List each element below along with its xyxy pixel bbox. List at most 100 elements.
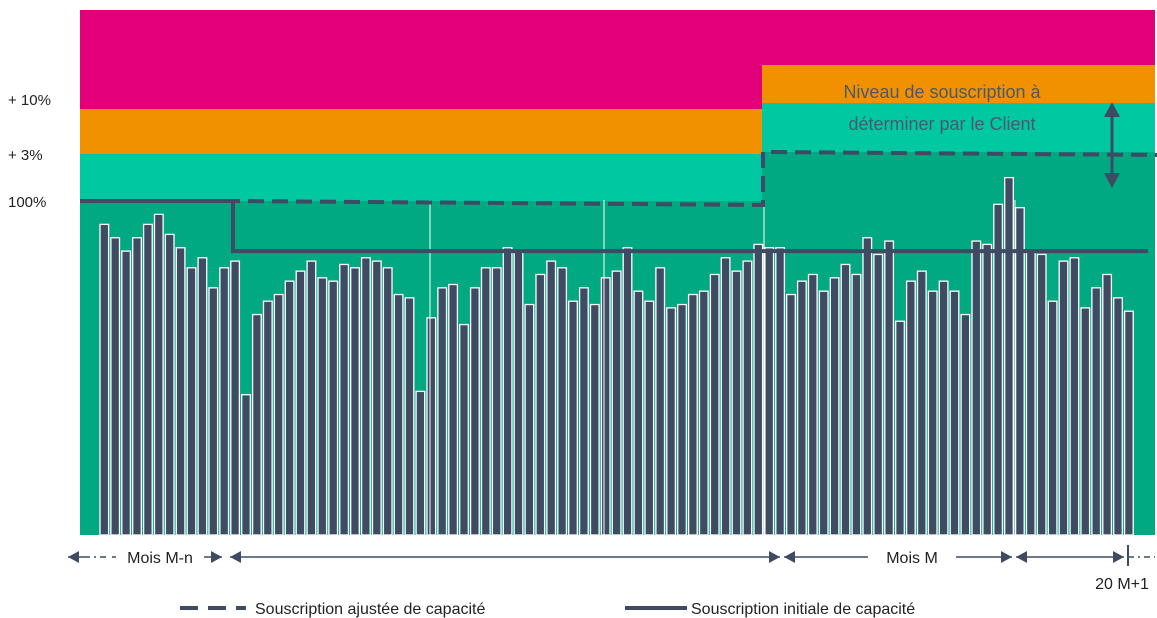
bar [622, 247, 633, 536]
bar [884, 240, 895, 536]
bar [1058, 260, 1069, 536]
arrowhead-left [784, 551, 795, 563]
bar [393, 293, 404, 536]
bar [437, 287, 448, 536]
bar [993, 203, 1004, 536]
subscription-lines [80, 149, 1157, 254]
bar [251, 313, 262, 536]
annotation-line-2: déterminer par le Client [848, 114, 1035, 134]
y-tick-label: 100% [8, 194, 46, 211]
bar [535, 273, 546, 536]
bar [284, 280, 295, 536]
bar [241, 394, 251, 536]
bar [1069, 257, 1080, 536]
bar [339, 263, 350, 536]
zone-plus-3pct [80, 154, 762, 201]
arrowhead-right [769, 551, 780, 563]
legend: Souscription ajustée de capacité Souscrip… [180, 601, 915, 618]
bar [677, 303, 687, 536]
period-label: Mois M [886, 550, 938, 567]
bar [469, 287, 480, 536]
bar [121, 250, 132, 536]
bar [273, 293, 284, 536]
bar [513, 250, 524, 536]
bar [1102, 273, 1113, 536]
bar [1036, 253, 1047, 536]
legend-label-adjusted: Souscription ajustée de capacité [255, 601, 485, 618]
bar [818, 290, 829, 536]
bar [306, 260, 317, 536]
bar [600, 277, 611, 536]
annotation-arrowhead-down [1104, 173, 1120, 188]
bar [633, 290, 644, 536]
bar [404, 297, 415, 536]
bar [753, 243, 764, 536]
bar [862, 237, 873, 536]
bar [480, 267, 491, 536]
bar [873, 253, 884, 536]
bar [807, 273, 818, 536]
y-axis-tick-labels: + 10% + 3% 100% [8, 92, 51, 211]
bar [219, 267, 230, 536]
end-period-label: 20 M+1 [1095, 576, 1149, 593]
arrowhead-left [1016, 551, 1027, 563]
bar [132, 237, 142, 536]
bar [328, 280, 339, 536]
bar [448, 283, 459, 536]
bar [731, 270, 742, 536]
bar [360, 257, 371, 536]
arrowhead-left [68, 551, 79, 563]
zone-plus-10pct-month-m [762, 65, 1155, 103]
zone-plus-10pct [80, 109, 762, 154]
adjusted-subscription-line [80, 149, 1157, 208]
bar [982, 243, 993, 536]
bar [905, 280, 916, 536]
bar [611, 270, 622, 536]
bar [153, 213, 164, 536]
arrowhead-right [211, 551, 222, 563]
bar [317, 277, 328, 536]
bar [110, 237, 121, 536]
bar [709, 273, 720, 536]
bar [916, 270, 927, 536]
period-label-bg [116, 546, 204, 568]
day-markers [429, 200, 1016, 535]
bar [491, 267, 502, 536]
bar [175, 247, 186, 536]
bar [142, 223, 153, 536]
bar [350, 267, 360, 536]
bar [1047, 300, 1058, 536]
bar [720, 257, 731, 536]
bar [295, 270, 306, 536]
bar [1004, 176, 1014, 536]
bar [687, 293, 698, 536]
annotation-line-1: Niveau de souscription à [843, 82, 1041, 102]
bar [164, 233, 175, 536]
bar [524, 303, 535, 536]
bar [208, 287, 219, 536]
period-axis: Mois M-n Mois M 20 M+1 [68, 545, 1155, 593]
bar [655, 267, 666, 536]
bar [895, 320, 905, 536]
bar [568, 300, 578, 536]
bar [971, 240, 982, 536]
bar [415, 390, 426, 536]
bar [262, 300, 273, 536]
bar [1091, 287, 1102, 536]
bar [666, 307, 677, 536]
bar [829, 277, 840, 536]
bar [502, 247, 513, 536]
arrowhead-right [1113, 551, 1124, 563]
bar [786, 293, 796, 536]
y-tick-label: + 10% [8, 92, 51, 109]
bar [927, 290, 938, 536]
bar [840, 263, 851, 536]
bar [578, 287, 589, 536]
bar [796, 280, 807, 536]
bar [371, 260, 382, 536]
bar [938, 280, 949, 536]
bar [186, 267, 197, 536]
bar [851, 273, 862, 536]
bar [1025, 250, 1036, 536]
